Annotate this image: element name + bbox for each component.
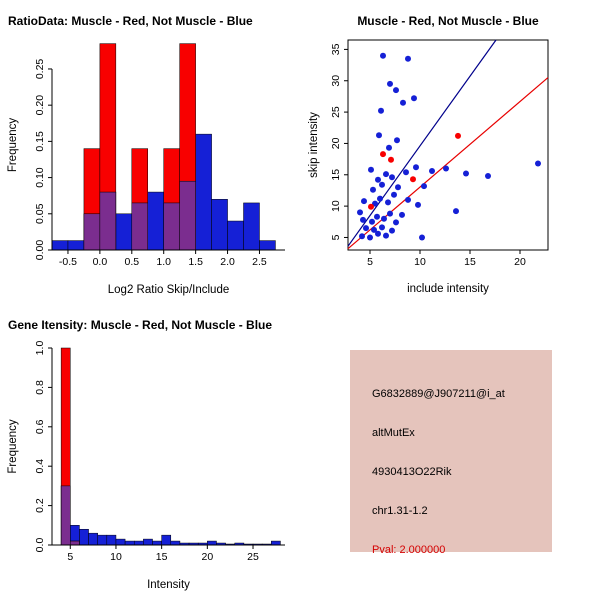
svg-text:include intensity: include intensity: [407, 283, 489, 295]
ratio-histogram-title: RatioData: Muscle - Red, Not Muscle - Bl…: [8, 14, 253, 28]
info-line: Pval: 2.000000: [372, 544, 446, 556]
svg-text:5: 5: [330, 234, 342, 240]
svg-text:25: 25: [247, 551, 259, 563]
axes: 5 10 15 20 5 10 15 20 25 30 35 include intensity ski…: [308, 39, 549, 295]
svg-text:20: 20: [201, 551, 213, 563]
ratio-histogram-plot: -0.5 0.0 0.5 1.0 1.5 2.0 2.5 0.00 0.05 0.10 0.15 0.…: [7, 43, 285, 296]
gene-histogram-title: Gene Itensity: Muscle - Red, Not Muscle …: [8, 318, 273, 332]
svg-text:Log2 Ratio Skip/Include: Log2 Ratio Skip/Include: [108, 284, 229, 296]
panel-gene-intensity-histogram: Gene Itensity: Muscle - Red, Not Muscle …: [0, 300, 300, 600]
histogram-bars: [51, 43, 276, 251]
svg-text:0.20: 0.20: [34, 95, 46, 116]
svg-text:30: 30: [330, 75, 342, 87]
svg-text:1.5: 1.5: [188, 256, 203, 268]
panel-gene-info: G6832889@J907211@i_at altMutEx 4930413O22R…: [300, 300, 600, 600]
panel-intensity-scatter: Muscle - Red, Not Muscle - Blue 5 10 15 20 5…: [300, 0, 600, 300]
svg-text:2.5: 2.5: [252, 256, 267, 268]
svg-text:35: 35: [330, 43, 342, 55]
svg-text:0.5: 0.5: [124, 256, 139, 268]
svg-text:0.2: 0.2: [34, 498, 46, 513]
svg-text:0.4: 0.4: [34, 459, 46, 474]
info-box-lines: G6832889@J907211@i_at altMutEx 4930413O22R…: [350, 350, 552, 556]
svg-text:20: 20: [330, 137, 342, 149]
info-line: altMutEx: [372, 427, 415, 439]
info-line: 4930413O22Rik: [372, 466, 452, 478]
axes: 5 10 15 20 25 0.0 0.2 0.4 0.6 0.8 1.0 Intensity Freq…: [7, 341, 285, 591]
panel-ratio-histogram: RatioData: Muscle - Red, Not Muscle - Bl…: [0, 0, 300, 300]
svg-text:0.05: 0.05: [34, 203, 46, 224]
svg-text:10: 10: [110, 551, 122, 563]
fit-lines: [347, 39, 549, 250]
histogram-bars: [60, 347, 281, 546]
svg-text:0.0: 0.0: [34, 538, 46, 553]
svg-text:0.15: 0.15: [34, 131, 46, 152]
scatter-title: Muscle - Red, Not Muscle - Blue: [357, 14, 539, 28]
svg-text:15: 15: [156, 551, 168, 563]
svg-text:15: 15: [464, 256, 476, 268]
svg-text:Frequency: Frequency: [7, 419, 19, 474]
info-line: chr1.31-1.2: [372, 505, 428, 517]
svg-text:15: 15: [330, 169, 342, 181]
svg-text:0.0: 0.0: [93, 256, 108, 268]
svg-text:1.0: 1.0: [34, 341, 46, 356]
svg-text:5: 5: [67, 551, 73, 563]
intensity-scatter-plot: 5 10 15 20 5 10 15 20 25 30 35 include intensity ski…: [308, 39, 549, 295]
svg-text:10: 10: [330, 200, 342, 212]
svg-text:skip intensity: skip intensity: [308, 112, 320, 178]
svg-text:-0.5: -0.5: [59, 256, 77, 268]
svg-text:20: 20: [514, 256, 526, 268]
svg-text:0.25: 0.25: [34, 59, 46, 80]
data-points: [357, 52, 541, 241]
svg-text:Frequency: Frequency: [7, 118, 19, 173]
svg-text:0.00: 0.00: [34, 240, 46, 261]
svg-text:2.0: 2.0: [220, 256, 235, 268]
svg-text:5: 5: [367, 256, 373, 268]
info-line: G6832889@J907211@i_at: [372, 388, 505, 400]
svg-text:Intensity: Intensity: [147, 579, 190, 591]
gene-info-box: G6832889@J907211@i_at altMutEx 4930413O22R…: [350, 350, 552, 556]
gene-intensity-histogram-plot: 5 10 15 20 25 0.0 0.2 0.4 0.6 0.8 1.0 Intensity Freq…: [7, 341, 285, 591]
axes: -0.5 0.0 0.5 1.0 1.5 2.0 2.5 0.00 0.05 0.10 0.15 0.…: [7, 59, 285, 296]
svg-text:0.10: 0.10: [34, 167, 46, 188]
svg-text:1.0: 1.0: [156, 256, 171, 268]
svg-text:25: 25: [330, 106, 342, 118]
svg-text:0.8: 0.8: [34, 380, 46, 395]
svg-text:10: 10: [414, 256, 426, 268]
svg-text:0.6: 0.6: [34, 419, 46, 434]
